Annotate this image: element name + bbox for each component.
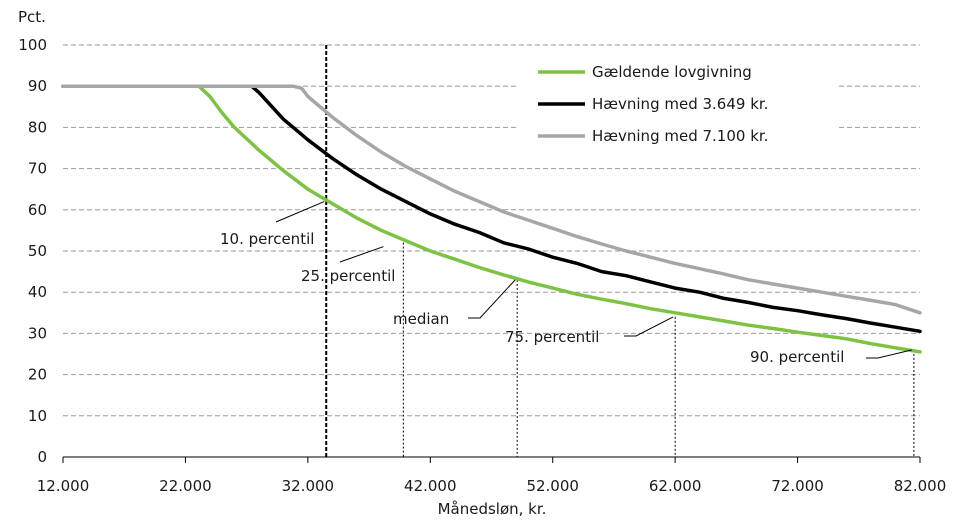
x-tick-label: 32.000 [282, 477, 335, 495]
percentile-label: 75. percentil [505, 328, 599, 346]
y-axis-label: Pct. [18, 8, 46, 26]
percentile-callout-line [339, 246, 384, 263]
percentile-label: 10. percentil [220, 230, 314, 248]
percentile-callout-line [275, 201, 325, 223]
x-tick-label: 52.000 [526, 477, 579, 495]
legend-label: Gældende lovgivning [592, 63, 752, 81]
y-tick-labels: 0 10 20 30 40 50 60 70 80 90 100 [18, 36, 47, 466]
x-tick-label: 22.000 [159, 477, 212, 495]
percentile-label: median [393, 310, 449, 328]
y-tick-label: 70 [28, 160, 47, 178]
x-tick-label: 42.000 [404, 477, 457, 495]
series-line-0 [61, 84, 922, 354]
series-line-2 [61, 84, 922, 315]
x-tick-label: 12.000 [37, 477, 90, 495]
y-tick-label: 20 [28, 366, 47, 384]
series-line-1 [61, 84, 922, 334]
y-tick-label: 10 [28, 407, 47, 425]
x-tick-labels: 12.000 22.000 32.000 42.000 52.000 62.000 72.0… [37, 457, 947, 495]
x-axis-label: Månedsløn, kr. [438, 500, 547, 518]
y-tick-label: 60 [28, 201, 47, 219]
legend-label: Hævning med 3.649 kr. [592, 95, 768, 113]
legend-label: Hævning med 7.100 kr. [592, 127, 768, 145]
percentile-annotations: 10. percentil 25. percentil median 75. perc… [220, 201, 912, 366]
y-tick-label: 100 [18, 36, 47, 54]
y-tick-label: 80 [28, 118, 47, 136]
percentile-callout-line [866, 349, 912, 359]
legend-background [518, 52, 838, 160]
x-tick-label: 82.000 [894, 477, 947, 495]
legend: Gældende lovgivning Hævning med 3.649 kr.… [518, 52, 838, 160]
y-tick-label: 0 [37, 448, 47, 466]
y-tick-label: 40 [28, 283, 47, 301]
percentile-callout-line [624, 316, 674, 337]
percentile-label: 90. percentil [750, 348, 844, 366]
y-tick-label: 30 [28, 324, 47, 342]
x-tick-label: 62.000 [649, 477, 702, 495]
y-tick-label: 90 [28, 77, 47, 95]
y-tick-label: 50 [28, 242, 47, 260]
percentile-label: 25. percentil [301, 267, 395, 285]
percentile-callout-line [468, 279, 516, 319]
series-lines [61, 84, 922, 354]
x-tick-label: 72.000 [771, 477, 824, 495]
